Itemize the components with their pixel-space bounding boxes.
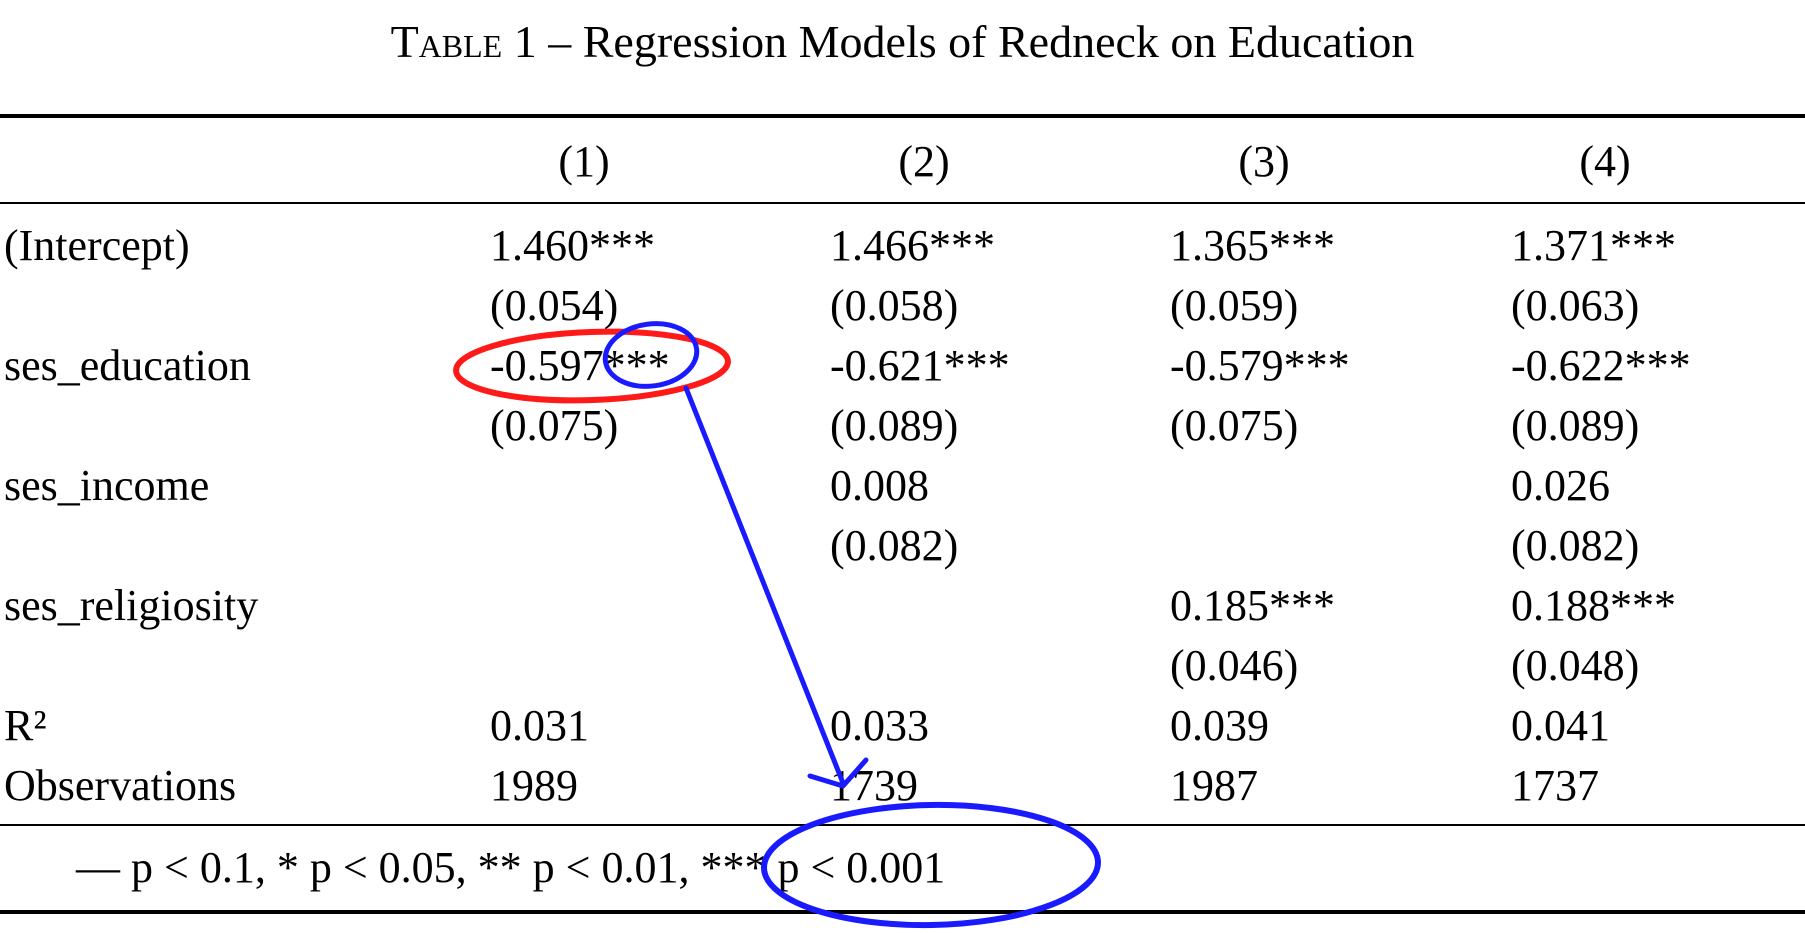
top-rule	[0, 114, 1805, 118]
column-header-1: (1)	[558, 137, 610, 186]
coef-cell: -0.621***	[830, 341, 1010, 390]
row-label-ses-religiosity: ses_religiosity	[4, 581, 259, 630]
coef-cell: 0.185***	[1170, 581, 1335, 630]
row-label-ses-education: ses_education	[4, 341, 251, 390]
se-cell: (0.075)	[490, 401, 619, 450]
stat-cell: 0.039	[1170, 701, 1269, 750]
row-label-observations: Observations	[4, 761, 237, 810]
caption-dash: –	[548, 16, 572, 67]
coef-cell: 1.371***	[1511, 221, 1676, 270]
column-header-4: (4)	[1579, 137, 1631, 186]
stat-cell: 0.041	[1511, 701, 1610, 750]
se-cell: (0.075)	[1170, 401, 1299, 450]
se-cell: (0.089)	[1511, 401, 1640, 450]
table-title: Regression Models of Redneck on Educatio…	[582, 16, 1415, 67]
footer-rule	[0, 824, 1805, 826]
se-cell: (0.046)	[1170, 641, 1299, 690]
se-cell: (0.058)	[830, 281, 959, 330]
row-label-intercept: (Intercept)	[4, 221, 190, 270]
header-rule	[0, 202, 1805, 204]
coef-cell: 1.460***	[490, 221, 655, 270]
coef-cell: 0.008	[830, 461, 929, 510]
table-label: Table 1	[390, 16, 537, 67]
stat-cell: 0.033	[830, 701, 929, 750]
stat-cell: 1737	[1511, 761, 1599, 810]
table-caption: Table 1 – Regression Models of Redneck o…	[0, 10, 1805, 74]
coef-cell: -0.622***	[1511, 341, 1691, 390]
coef-cell: 1.365***	[1170, 221, 1335, 270]
stat-cell: 0.031	[490, 701, 589, 750]
column-header-2: (2)	[898, 137, 950, 186]
se-cell: (0.048)	[1511, 641, 1640, 690]
se-cell: (0.059)	[1170, 281, 1299, 330]
row-label-ses-income: ses_income	[4, 461, 210, 510]
column-header-3: (3)	[1238, 137, 1290, 186]
stat-cell: 1739	[830, 761, 918, 810]
arrow-line	[683, 385, 846, 786]
coef-cell: 0.026	[1511, 461, 1610, 510]
stat-cell: 1987	[1170, 761, 1258, 810]
coef-cell: 1.466***	[830, 221, 995, 270]
significance-footnote: — p < 0.1, * p < 0.05, ** p < 0.01, *** …	[76, 843, 946, 892]
se-cell: (0.089)	[830, 401, 959, 450]
stat-cell: 1989	[490, 761, 578, 810]
se-cell: (0.082)	[830, 521, 959, 570]
row-label-r-squared: R²	[4, 701, 47, 750]
se-cell: (0.082)	[1511, 521, 1640, 570]
se-cell: (0.063)	[1511, 281, 1640, 330]
coef-cell: -0.597***	[490, 341, 670, 390]
bottom-rule	[0, 910, 1805, 914]
coef-cell: -0.579***	[1170, 341, 1350, 390]
coef-cell: 0.188***	[1511, 581, 1676, 630]
se-cell: (0.054)	[490, 281, 619, 330]
